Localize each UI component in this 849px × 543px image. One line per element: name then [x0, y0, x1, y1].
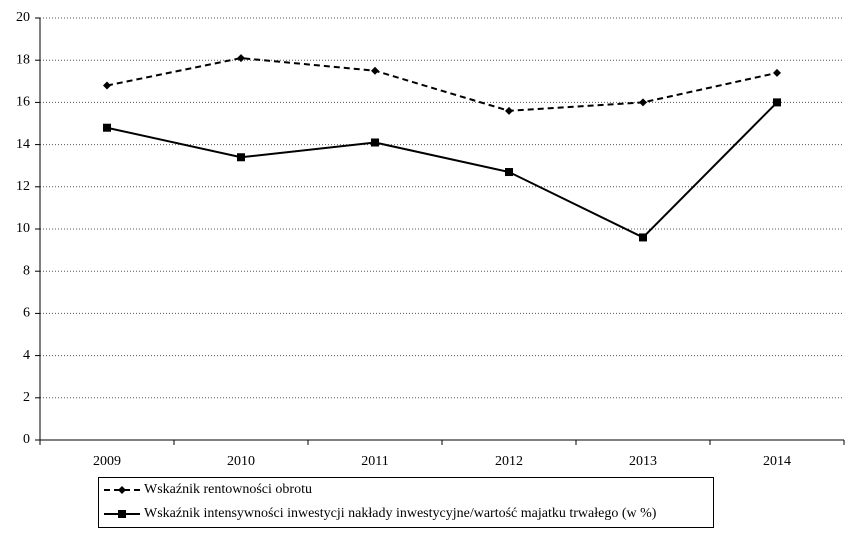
x-tick-label: 2012	[495, 454, 523, 469]
marker	[103, 123, 111, 132]
marker	[773, 98, 781, 107]
y-tick-label: 6	[23, 306, 30, 321]
y-tick-label: 0	[23, 432, 30, 447]
marker	[505, 168, 513, 177]
marker	[118, 486, 126, 494]
marker	[237, 153, 245, 162]
marker	[505, 106, 513, 115]
x-tick-label: 2014	[763, 454, 791, 469]
y-tick-label: 2	[23, 390, 30, 405]
y-tick-label: 10	[16, 221, 30, 236]
legend-label: Wskaźnik rentowności obrotu	[144, 482, 312, 497]
marker	[639, 98, 647, 107]
legend-label: Wskaźnik intensywności inwestycji nakład…	[144, 506, 657, 521]
series-line	[106, 101, 778, 239]
y-tick-label: 20	[16, 10, 30, 25]
marker	[103, 81, 111, 90]
y-tick-label: 18	[16, 52, 30, 67]
y-tick-label: 12	[16, 179, 30, 194]
y-tick-label: 16	[16, 95, 30, 110]
marker	[371, 66, 379, 75]
legend-box	[98, 477, 714, 528]
legend: Wskaźnik rentowności obrotu Wskaźnik inte…	[98, 477, 714, 528]
x-tick-label: 2009	[93, 454, 121, 469]
marker	[237, 54, 245, 63]
y-tick-label: 14	[16, 137, 30, 152]
marker	[371, 138, 379, 147]
x-tick-label: 2013	[629, 454, 657, 469]
y-tick-label: 4	[23, 348, 30, 363]
series-line	[106, 57, 778, 112]
x-tick-label: 2010	[227, 454, 255, 469]
x-tick-label: 2011	[361, 454, 388, 469]
y-tick-label: 8	[23, 263, 30, 278]
marker	[639, 233, 647, 242]
marker	[773, 68, 781, 77]
marker	[118, 510, 126, 518]
